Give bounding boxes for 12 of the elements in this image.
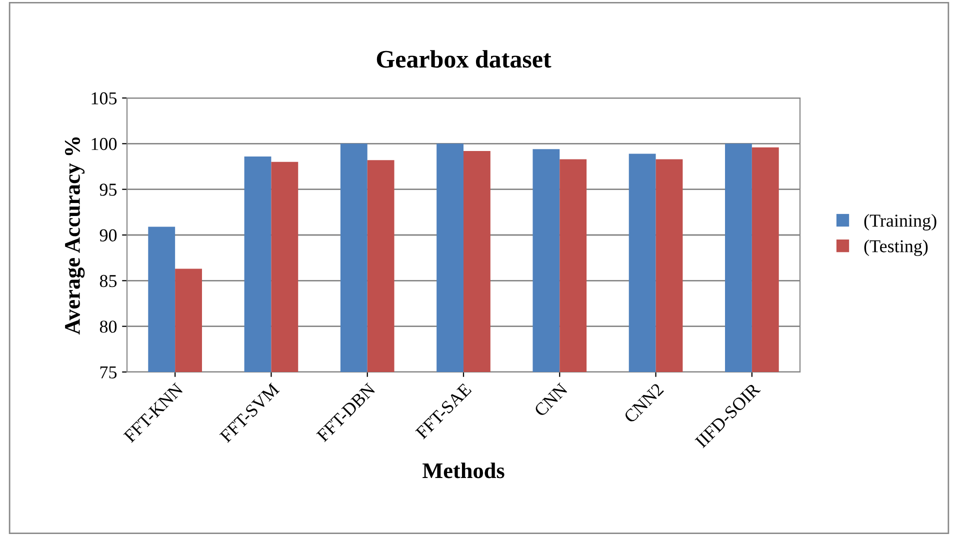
y-axis-title: Average Accuracy % <box>64 137 85 335</box>
legend-label: (Testing) <box>864 240 928 256</box>
y-tick-label: 105 <box>92 92 117 104</box>
y-tick-label: 95 <box>100 184 117 196</box>
y-tick-label: 80 <box>100 320 117 333</box>
y-tick-label: 100 <box>92 138 117 150</box>
chart-title: Gearbox dataset <box>376 50 552 68</box>
y-tick-label: 75 <box>100 366 117 378</box>
y-tick-label: 85 <box>100 274 117 288</box>
legend-label: (Training) <box>864 214 936 230</box>
x-axis-title: Methods <box>422 462 504 478</box>
y-tick-label: 90 <box>100 229 117 242</box>
